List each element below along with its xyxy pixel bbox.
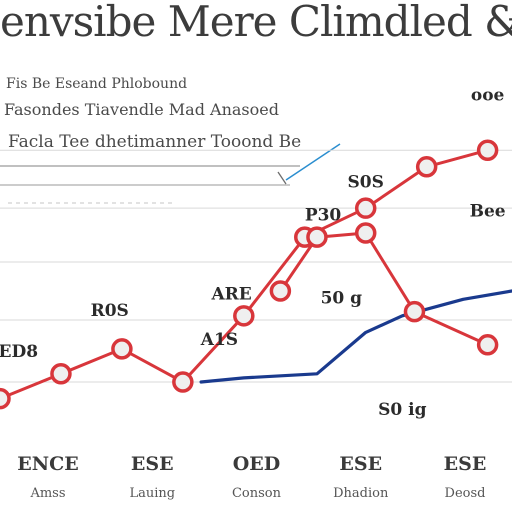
chart-note: Fis Be Eseand Phlobound	[6, 76, 188, 92]
data-point	[0, 387, 11, 410]
x-tick-label: ESE	[444, 453, 487, 475]
data-point	[306, 226, 328, 248]
series-line	[278, 231, 490, 347]
chart-grid	[0, 149, 512, 383]
x-tick-sublabel: Amss	[29, 486, 65, 501]
data-point	[233, 305, 255, 327]
chart-series	[0, 148, 512, 401]
data-point	[403, 300, 426, 323]
data-point	[172, 371, 194, 393]
data-label: Bee	[470, 201, 506, 221]
data-label: S0 ig	[378, 400, 426, 420]
data-label: P30	[305, 206, 342, 226]
chart-x-axis-labels: ENCE Amss ESE Lauing OED Conson ESE Dhadion ESE D…	[17, 453, 486, 501]
data-point	[111, 338, 133, 360]
data-point	[50, 363, 72, 385]
x-tick-label: ESE	[131, 453, 174, 475]
data-point	[269, 280, 292, 302]
series-line	[199, 289, 512, 384]
x-tick-label: ESE	[339, 453, 382, 475]
chart-note: Fasondes Tiavendle Mad Anasoed	[4, 100, 279, 119]
data-label: 50 g	[321, 288, 363, 308]
chart-markers	[0, 139, 499, 410]
data-point	[354, 197, 377, 219]
x-tick-label: OED	[233, 453, 281, 475]
chart-title: envsibe Mere Climdled & Mosoor	[0, 0, 512, 44]
x-tick-sublabel: Lauing	[129, 486, 175, 501]
data-point	[354, 222, 377, 244]
callout-decor	[0, 143, 341, 204]
x-tick-label: ENCE	[17, 453, 78, 475]
data-label: S0S	[348, 172, 384, 192]
x-tick-sublabel: Dhadion	[333, 486, 389, 501]
data-point	[476, 139, 499, 161]
chart-data-labels: ED8 R0S A1S ARE P30 S0S 50 g Bee S0 ig ooe	[0, 86, 506, 421]
data-point	[476, 334, 499, 356]
data-label: R0S	[91, 301, 129, 321]
series-line	[0, 148, 490, 401]
data-label: ARE	[210, 284, 251, 304]
x-tick-sublabel: Deosd	[445, 486, 486, 501]
data-label: ED8	[0, 342, 38, 362]
data-label: ooe	[471, 86, 505, 106]
data-point	[415, 156, 438, 178]
chart-note: Facla Tee dhetimanner Tooond Be	[8, 132, 302, 152]
data-label: A1S	[200, 330, 238, 350]
x-tick-sublabel: Conson	[232, 486, 282, 501]
